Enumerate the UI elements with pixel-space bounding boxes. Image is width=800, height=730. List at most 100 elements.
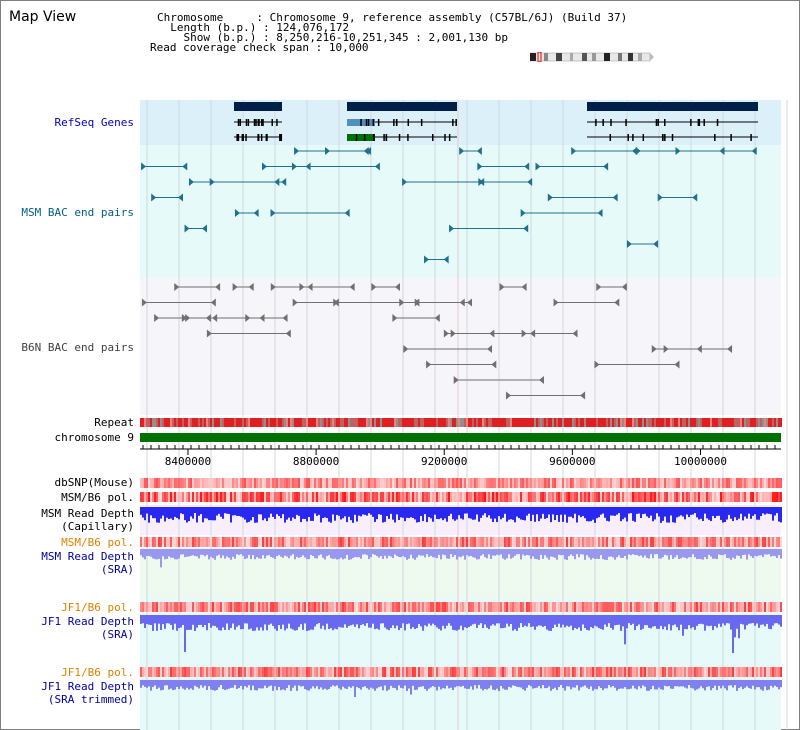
depth-bar [206,549,208,555]
depth-bar [346,615,348,628]
heat-cell [150,537,152,547]
depth-bar [498,615,500,624]
depth-bar [522,507,524,521]
heat-cell [626,537,628,547]
depth-bar [198,507,200,516]
heat-cell [668,492,670,502]
heat-cell [520,478,522,488]
depth-bar [420,549,422,556]
depth-bar [240,549,242,555]
depth-bar [770,549,772,557]
heat-cell [184,478,186,488]
heat-cell [640,492,642,502]
heat-cell [526,602,528,612]
depth-bar [476,615,478,628]
depth-bar [720,507,722,520]
heat-cell [470,492,472,502]
depth-bar [318,615,320,624]
depth-bar [172,615,174,630]
heat-cell [766,478,768,488]
heat-cell [334,602,336,612]
depth-bar [370,615,372,628]
depth-bar [750,507,752,519]
heat-cell [662,537,664,547]
depth-bar [596,549,598,559]
repeat-segment [294,418,296,427]
heat-cell [606,478,608,488]
depth-bar [276,507,278,515]
repeat-segment [744,418,746,427]
heat-cell [162,492,164,502]
repeat-segment [714,418,716,427]
track-label-refseq[interactable]: RefSeq Genes [54,116,134,129]
heat-cell [326,537,328,547]
depth-bar [432,680,434,687]
depth-bar [704,680,706,691]
heat-cell [322,537,324,547]
repeat-segment [274,418,276,427]
bac-end-marker [270,209,276,217]
heat-cell [694,478,696,488]
depth-bar [304,615,306,624]
depth-bar [564,680,566,691]
heat-cell [710,537,712,547]
repeat-segment [172,418,174,427]
chromosome-ideogram[interactable] [530,52,654,62]
depth-bar [490,680,492,686]
depth-bar [294,615,296,631]
heat-cell [676,537,678,547]
depth-bar [304,549,306,558]
depth-bar [266,549,268,556]
heat-cell [296,478,298,488]
heat-cell [258,537,260,547]
depth-bar [594,549,596,559]
heat-cell [260,537,262,547]
heat-cell [182,478,184,488]
depth-bar [254,680,256,691]
depth-bar [710,680,712,691]
depth-bar [636,680,638,690]
heat-cell [280,492,282,502]
heat-cell [360,667,362,677]
heat-cell [506,602,508,612]
depth-bar [494,680,496,691]
depth-bar [412,615,414,628]
depth-bar [192,549,194,556]
depth-bar [664,549,666,555]
depth-bar [414,507,416,520]
depth-bar [644,507,646,514]
heat-cell [452,602,454,612]
depth-bar [470,680,472,687]
repeat-segment [386,418,388,427]
repeat-segment [702,418,704,427]
heat-cell [270,537,272,547]
heat-cell [468,602,470,612]
heat-cell [570,602,572,612]
heat-cell [494,492,496,502]
depth-bar [780,549,782,559]
heat-cell [772,667,774,677]
heat-cell [386,667,388,677]
heat-cell [394,602,396,612]
track-label-b6n-bac[interactable]: B6N BAC end pairs [21,341,134,354]
heat-cell [626,602,628,612]
depth-bar [698,680,700,689]
depth-bar [260,549,262,559]
depth-bar [694,680,696,691]
track-label-msm-bac[interactable]: MSM BAC end pairs [21,206,134,219]
heat-cell [296,667,298,677]
length-key: Length (b.p.) [157,21,257,34]
heat-cell [548,478,550,488]
depth-bar [440,507,442,519]
depth-bar [426,615,428,627]
heat-cell [578,492,580,502]
depth-bar [202,615,204,628]
depth-bar [334,507,336,521]
repeat-segment [570,418,572,427]
heat-cell [276,478,278,488]
heat-cell [644,667,646,677]
heat-cell [686,537,688,547]
repeat-segment [750,418,752,427]
depth-bar [216,680,218,691]
